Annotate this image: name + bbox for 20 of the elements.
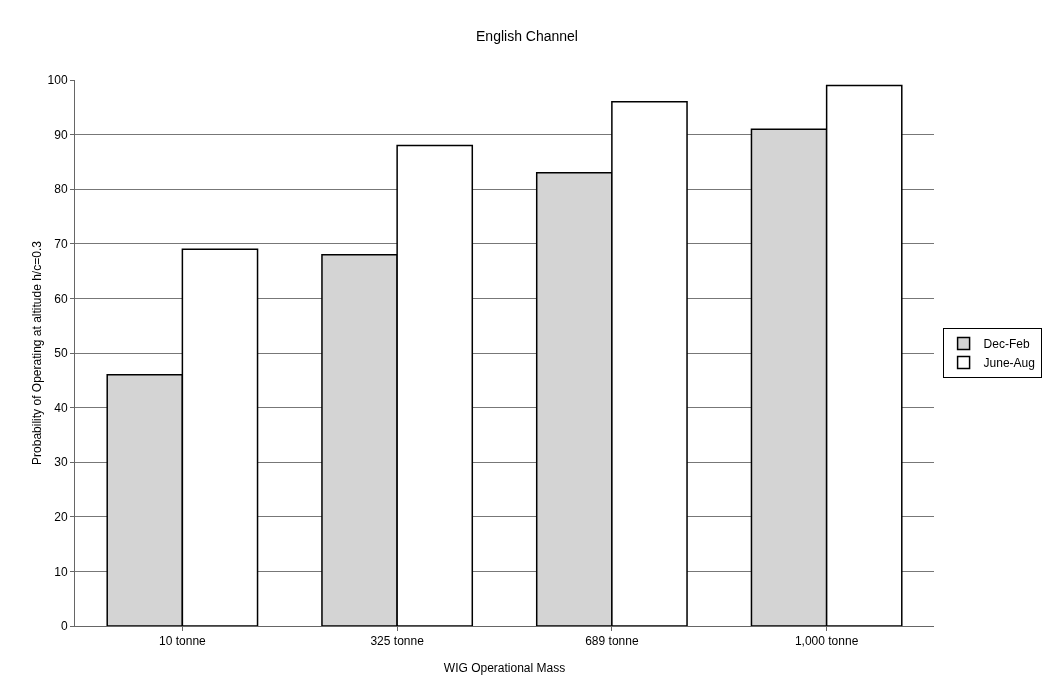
x-axis-title: WIG Operational Mass — [443, 661, 566, 675]
y-tick-label: 90 — [54, 127, 68, 142]
x-tick-label: 10 tonne — [159, 634, 207, 649]
y-tick-label: 30 — [54, 455, 68, 470]
x-tick-label: 325 tonne — [370, 634, 425, 649]
y-tick-label: 80 — [54, 182, 68, 197]
y-tick-label: 40 — [54, 400, 68, 415]
legend-label: Dec-Feb — [983, 337, 1030, 352]
legend-label: June-Aug — [983, 356, 1035, 371]
x-tick-label: 1,000 tonne — [794, 634, 859, 649]
chart-title: English Channel — [476, 27, 578, 44]
y-tick-label: 10 — [54, 564, 68, 579]
y-tick-label: 70 — [54, 237, 68, 251]
x-tick-label: 689 tonne — [585, 634, 639, 649]
y-tick-label: 50 — [54, 346, 68, 361]
y-tick-label: 20 — [54, 510, 68, 524]
y-tick-label: 100 — [47, 73, 68, 88]
y-tick-label: 60 — [54, 291, 68, 306]
y-axis-title: Probability of Operating at altitude h/c=0.3 — [30, 240, 44, 465]
y-tick-label: 0 — [60, 619, 68, 634]
